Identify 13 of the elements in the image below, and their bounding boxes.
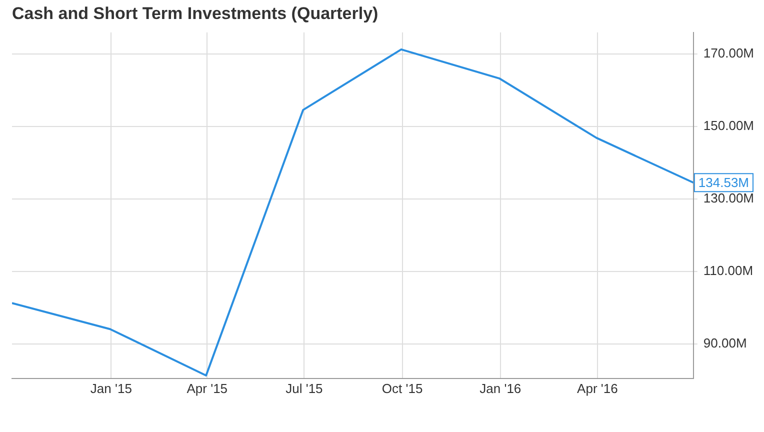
y-tick-label: 90.00M (703, 336, 747, 351)
y-tick-label: 170.00M (703, 46, 754, 61)
x-tick-label: Jan '16 (480, 380, 522, 396)
y-tick-label: 130.00M (703, 190, 754, 206)
x-tick-label: Apr '16 (577, 380, 618, 396)
y-tick-label: 110.00M (703, 263, 754, 278)
x-tick-label: Apr '15 (186, 380, 228, 396)
chart-title: Cash and Short Term Investments (Quarterly) (12, 4, 378, 23)
x-tick-label: Oct '15 (382, 380, 423, 396)
x-tick-label: Jul '15 (286, 380, 323, 396)
x-tick-label: Jan '15 (90, 380, 132, 396)
data-label: 134.53M (698, 175, 750, 190)
y-tick-label: 150.00M (703, 118, 754, 134)
